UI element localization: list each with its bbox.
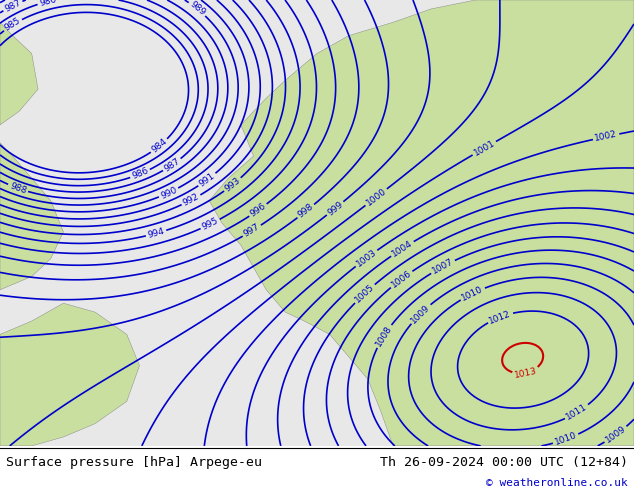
Text: 1001: 1001	[472, 139, 496, 158]
Text: 987: 987	[162, 156, 182, 173]
Text: 1004: 1004	[391, 239, 415, 259]
Text: 1009: 1009	[604, 424, 628, 445]
Text: 1010: 1010	[460, 284, 485, 303]
Polygon shape	[209, 0, 634, 446]
Text: 991: 991	[197, 171, 217, 189]
Text: 1003: 1003	[354, 248, 378, 269]
Text: 994: 994	[146, 227, 165, 240]
Text: 995: 995	[200, 216, 220, 232]
Text: 998: 998	[296, 202, 315, 220]
Text: 984: 984	[150, 137, 169, 155]
Text: © weatheronline.co.uk: © weatheronline.co.uk	[486, 478, 628, 489]
Text: 1013: 1013	[514, 366, 538, 379]
Polygon shape	[0, 22, 38, 125]
Text: 1008: 1008	[374, 324, 394, 348]
Text: Surface pressure [hPa] Arpege-eu: Surface pressure [hPa] Arpege-eu	[6, 456, 262, 469]
Text: 988: 988	[8, 181, 28, 196]
Text: 987: 987	[3, 0, 22, 14]
Text: 997: 997	[242, 222, 262, 239]
Text: 1000: 1000	[365, 187, 388, 208]
Text: 1009: 1009	[409, 302, 432, 325]
Text: 993: 993	[223, 176, 242, 194]
Text: 986: 986	[131, 167, 150, 181]
Polygon shape	[0, 143, 63, 290]
Text: 1002: 1002	[594, 130, 618, 144]
Text: 996: 996	[249, 201, 268, 219]
Text: 1010: 1010	[553, 431, 578, 447]
Text: 1011: 1011	[565, 402, 589, 422]
Text: Th 26-09-2024 00:00 UTC (12+84): Th 26-09-2024 00:00 UTC (12+84)	[380, 456, 628, 469]
Text: 985: 985	[3, 16, 22, 33]
Text: 1012: 1012	[488, 309, 512, 325]
Polygon shape	[0, 303, 139, 446]
Text: 999: 999	[326, 199, 345, 217]
Text: 992: 992	[181, 192, 201, 208]
Text: 1006: 1006	[389, 269, 413, 290]
Text: 1005: 1005	[353, 282, 376, 305]
Text: 989: 989	[188, 0, 207, 18]
Text: 986: 986	[38, 0, 57, 8]
Text: 1007: 1007	[430, 257, 455, 276]
Text: 990: 990	[159, 185, 178, 200]
